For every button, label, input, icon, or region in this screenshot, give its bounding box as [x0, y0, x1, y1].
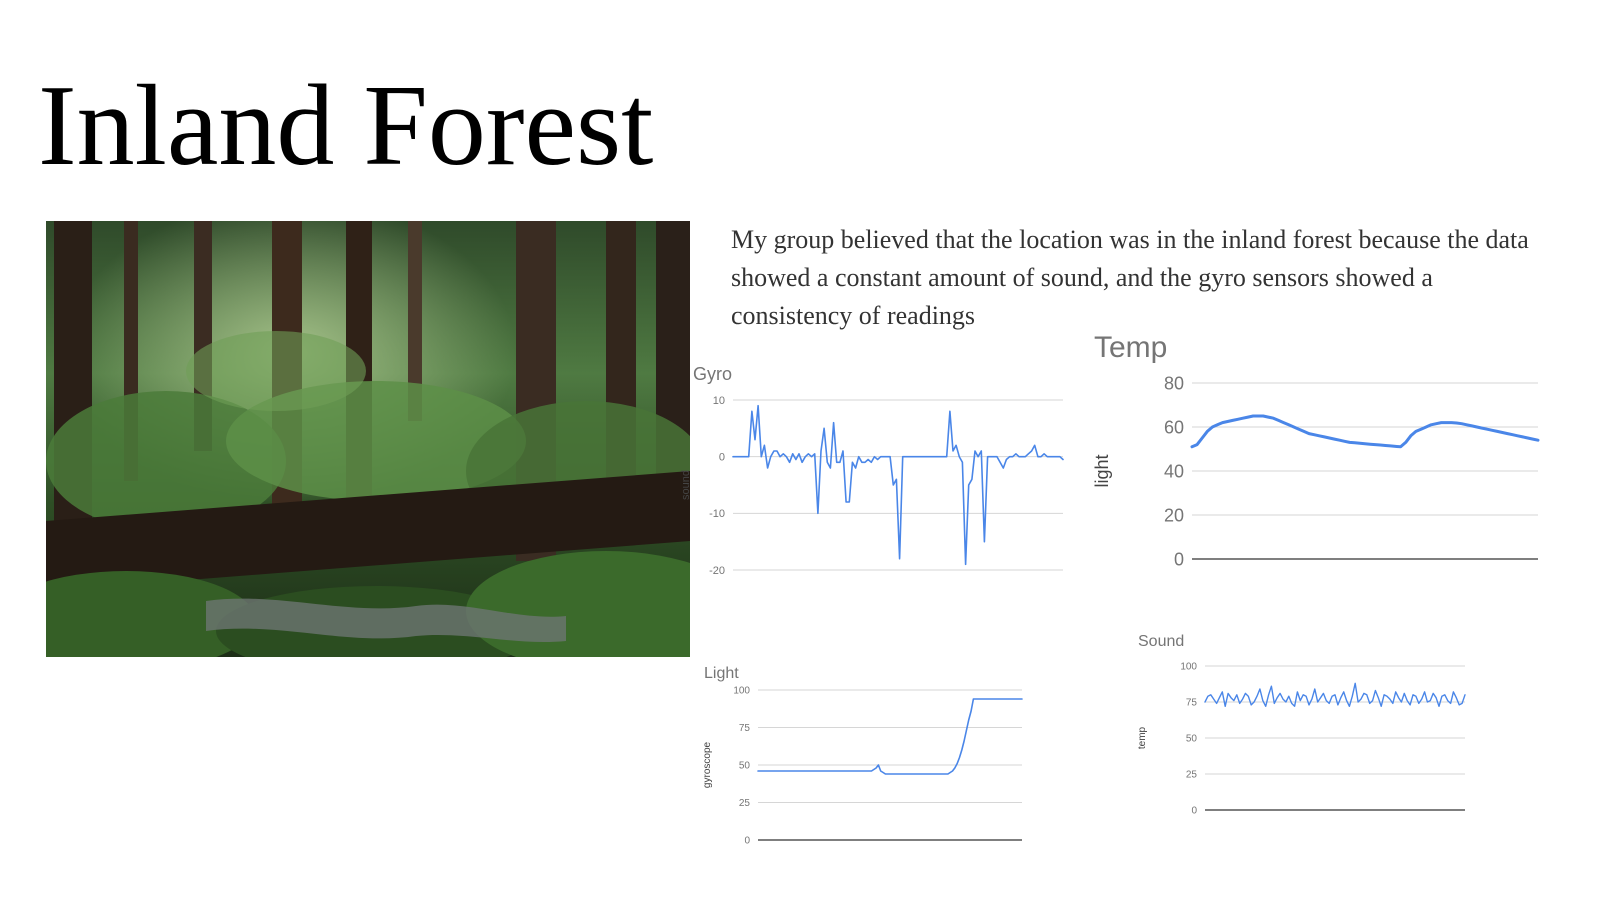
forest-photo-image [46, 221, 690, 657]
temp-series-line [1190, 414, 1540, 449]
forest-photo [46, 221, 690, 657]
gyro-chart-title: Gyro [693, 364, 732, 384]
light-series-line [757, 698, 1023, 775]
temp-tick-label: 60 [1164, 417, 1184, 437]
description-text: My group believed that the location was … [731, 225, 1529, 330]
gyro-tick-label: 10 [713, 395, 725, 407]
light-tick-label: 25 [739, 798, 751, 809]
temp-tick-label: 80 [1164, 373, 1184, 393]
gyro-series-line [732, 404, 1064, 566]
light-tick-label: 0 [744, 836, 750, 847]
gyro-tick-label: -10 [709, 508, 725, 520]
sound-tick-label: 25 [1186, 770, 1198, 781]
sound-tick-label: 100 [1180, 662, 1197, 673]
sound-tick-label: 75 [1186, 698, 1198, 709]
light-chart-title: Light [704, 665, 739, 682]
temp-y-axis-label: light [1092, 454, 1112, 487]
sound-tick-label: 0 [1191, 806, 1197, 817]
sound-tick-label: 50 [1186, 734, 1198, 745]
temp-tick-label: 40 [1164, 461, 1184, 481]
sound-series-line [1204, 682, 1466, 708]
gyro-tick-label: -20 [709, 565, 725, 577]
light-tick-label: 50 [739, 761, 751, 772]
light-tick-label: 75 [739, 723, 751, 734]
temp-tick-label: 20 [1164, 505, 1184, 525]
gyro-chart: Gyro 10 0 -10 -20 sound [680, 364, 1073, 606]
slide-title: Inland Forest [38, 62, 654, 190]
temp-chart: Temp 80 60 40 20 0 light [1092, 331, 1552, 591]
gyro-y-axis-label: sound [680, 470, 692, 500]
sound-y-axis-label: temp [1137, 726, 1148, 749]
gyro-chart-svg: Gyro 10 0 -10 -20 sound [680, 364, 1064, 577]
light-chart: Light 100 75 50 25 0 gyroscope [702, 665, 1032, 866]
sound-chart: Sound 100 75 50 25 0 temp [1137, 633, 1495, 836]
gyro-tick-label: 0 [719, 452, 725, 464]
light-tick-label: 100 [733, 686, 750, 697]
light-chart-svg: Light 100 75 50 25 0 gyroscope [702, 665, 1023, 847]
temp-tick-label: 0 [1174, 549, 1184, 569]
sound-chart-svg: Sound 100 75 50 25 0 temp [1137, 633, 1466, 817]
light-y-axis-label: gyroscope [702, 741, 713, 788]
temp-chart-title: Temp [1094, 331, 1167, 364]
sound-chart-title: Sound [1138, 633, 1184, 650]
temp-chart-svg: Temp 80 60 40 20 0 light [1092, 331, 1540, 569]
